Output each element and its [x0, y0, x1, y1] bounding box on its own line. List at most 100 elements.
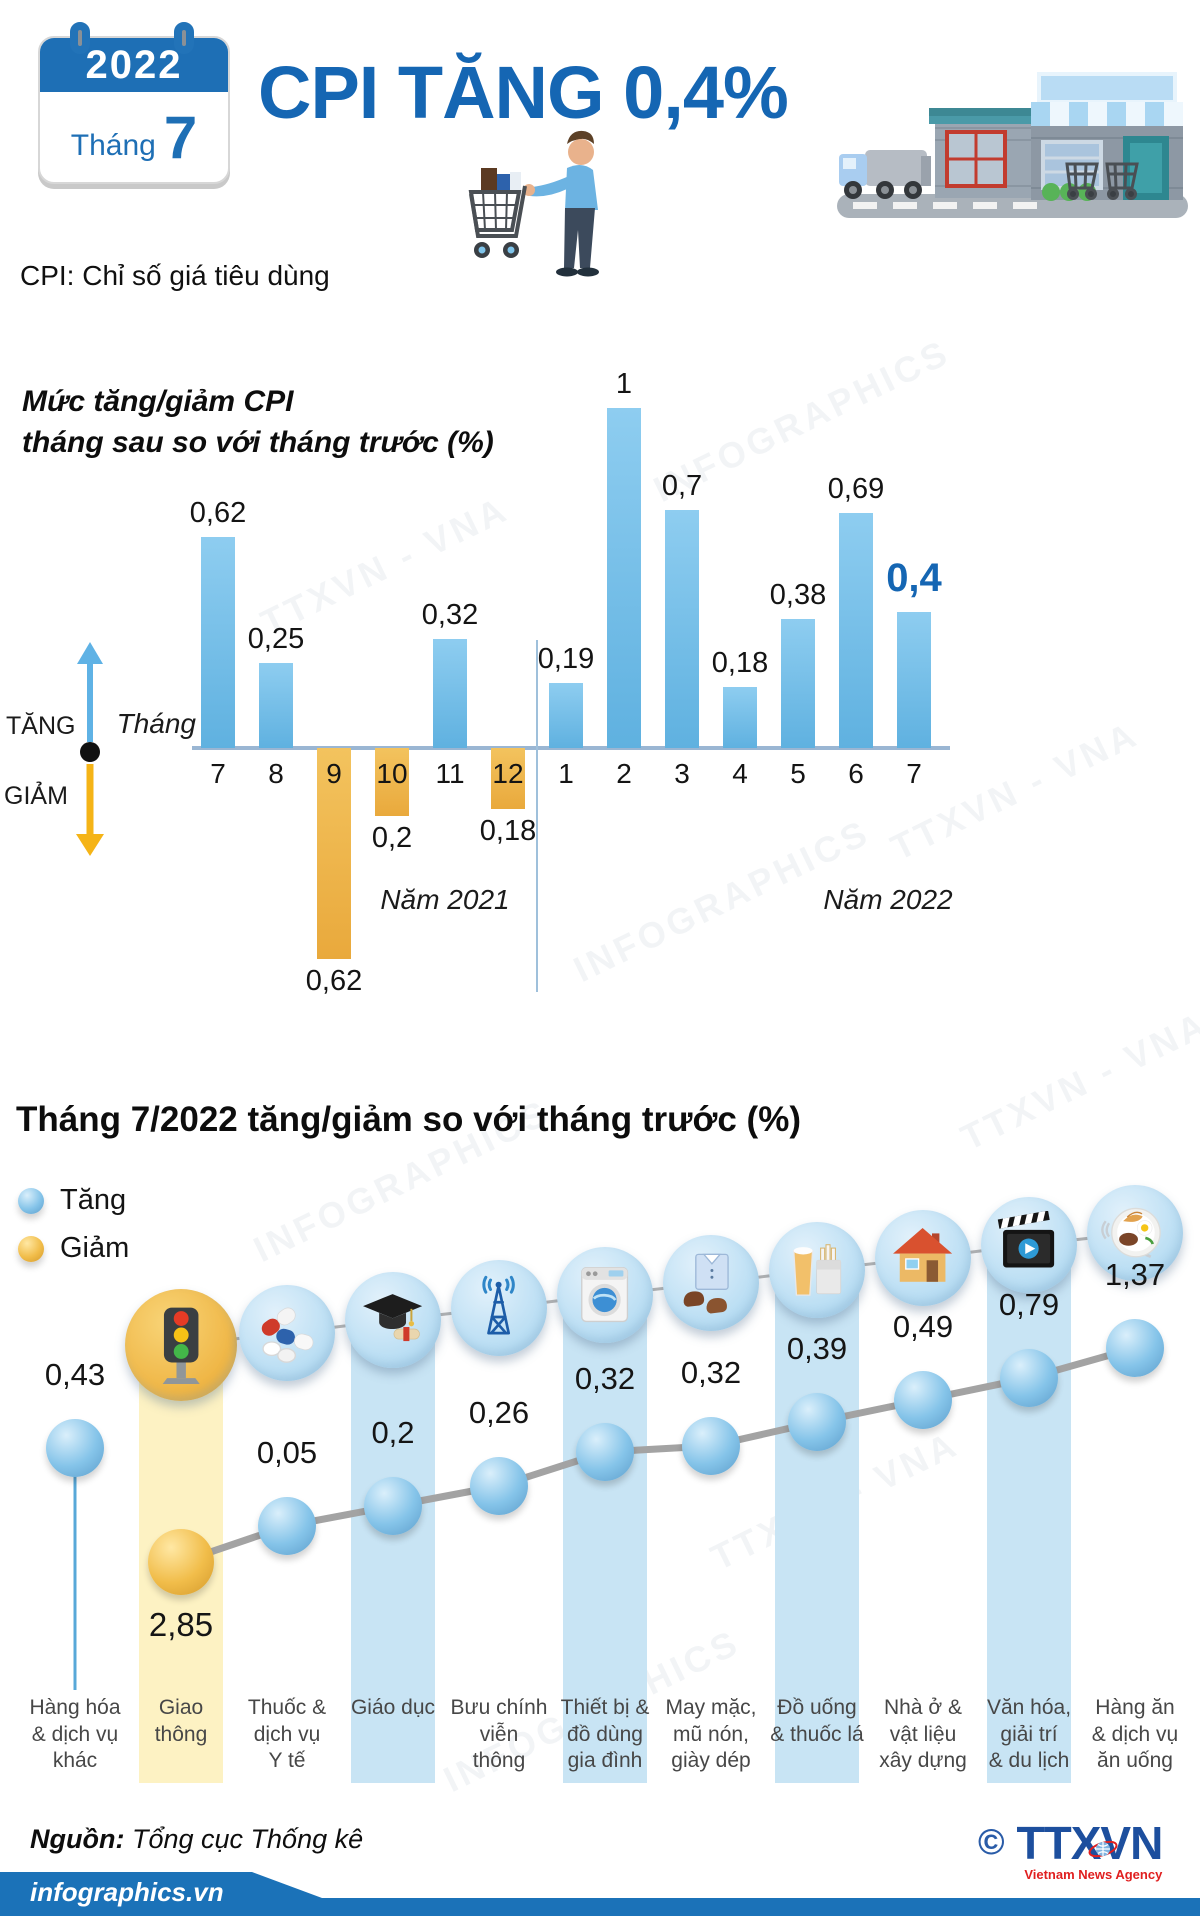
copyright-icon: ©	[978, 1821, 1005, 1862]
data-point-sphere	[894, 1371, 952, 1429]
chart1-title-line2: tháng sau so với tháng trước (%)	[22, 425, 494, 459]
source-label: Nguồn:	[30, 1824, 125, 1854]
point-value-label: 0,32	[574, 1361, 636, 1396]
bar-value-label: 0,25	[247, 623, 305, 655]
source-line: Nguồn: Tổng cục Thống kê	[30, 1824, 363, 1855]
data-point-sphere	[470, 1457, 528, 1515]
page-title: CPI TĂNG 0,4%	[258, 51, 789, 134]
legend-decrease-label: GIẢM	[4, 782, 68, 810]
bar-month-9-2021	[317, 748, 351, 959]
data-point-sphere	[1000, 1349, 1058, 1407]
data-point-sphere	[364, 1477, 422, 1535]
point-value-label: 0,49	[892, 1309, 954, 1344]
category-label: Giáo dục	[350, 1696, 436, 1719]
bar-value-label: 0,32	[421, 599, 479, 631]
point-value-label: 1,37	[1104, 1257, 1166, 1292]
site-name: infographics.vn	[30, 1877, 224, 1907]
bar-value-label: 0,18	[479, 815, 537, 847]
washing-machine-icon	[557, 1247, 653, 1343]
antenna-icon	[451, 1260, 547, 1356]
bar-month-2-2022	[607, 408, 641, 748]
data-point-sphere	[148, 1529, 214, 1595]
data-point-sphere	[258, 1497, 316, 1555]
food-plate-icon	[1087, 1185, 1183, 1281]
source-value: Tổng cục Thống kê	[131, 1824, 364, 1854]
bar-value-label: 0,38	[769, 579, 827, 611]
bar-value-label: 0,69	[827, 473, 885, 505]
updown-arrow-icon	[76, 642, 104, 856]
bar-month-8-2021	[259, 663, 293, 748]
category-label: Văn hóa, giải trí & du lịch	[986, 1696, 1072, 1773]
category-label: Đồ uống & thuốc lá	[770, 1696, 864, 1746]
increase-dot-icon	[18, 1187, 44, 1214]
point-value-label: 0,26	[468, 1395, 530, 1430]
point-value-label: 0,79	[998, 1287, 1060, 1322]
medicine-pills-icon	[239, 1285, 335, 1381]
category-label: Giao thông	[154, 1696, 208, 1746]
legend-item-decrease: Giảm	[18, 1232, 129, 1265]
year-divider-line	[536, 640, 538, 992]
bar-month-10-2021	[375, 748, 409, 816]
graduation-cap-icon	[345, 1272, 441, 1368]
shopper-cart-illustration	[468, 130, 599, 277]
month-tick-label: 6	[848, 758, 864, 789]
chart2-title: Tháng 7/2022 tăng/giảm so với tháng trướ…	[16, 1100, 801, 1139]
legend-item-increase: Tăng	[18, 1184, 126, 1217]
bar-month-11-2021	[433, 639, 467, 748]
month-tick-label: 7	[210, 758, 226, 789]
bar-month-1-2022	[549, 683, 583, 748]
month-tick-label: 12	[492, 758, 524, 789]
legend-increase-text: Tăng	[60, 1184, 127, 1216]
bar-month-3-2022	[665, 510, 699, 748]
calendar-icon: 2022 Tháng 7	[38, 22, 230, 184]
legend-decrease-text: Giảm	[60, 1232, 130, 1264]
month-tick-label: 9	[326, 758, 342, 789]
bar-value-label: 1	[615, 368, 633, 400]
bar-month-7-2021	[201, 537, 235, 748]
month-tick-label: 7	[906, 758, 922, 789]
month-tick-label: 3	[674, 758, 690, 789]
category-label: Nhà ở & vật liệu xây dựng	[879, 1696, 967, 1773]
month-tick-label: 11	[435, 758, 465, 789]
point-value-label: 0,32	[680, 1355, 742, 1390]
point-value-label: 0,39	[786, 1331, 848, 1366]
bar-month-7-2022	[897, 612, 931, 748]
bar-month-12-2021	[491, 748, 525, 809]
chart1-title-line1: Mức tăng/giảm CPI	[22, 385, 294, 418]
logo-text: TTXVN	[1016, 1817, 1164, 1869]
legend-increase-label: TĂNG	[6, 712, 76, 740]
year-2022-label: Năm 2022	[823, 884, 953, 915]
point-value-label: 0,2	[371, 1415, 415, 1450]
calendar-month-label: Tháng	[70, 129, 156, 162]
point-value-label: 0,43	[44, 1357, 106, 1392]
category-label: May mặc, mũ nón, giày dép	[665, 1696, 757, 1773]
year-2021-label: Năm 2021	[380, 884, 510, 915]
data-point-sphere	[1106, 1319, 1164, 1377]
house-icon	[875, 1210, 971, 1306]
calendar-month-number: 7	[163, 103, 198, 171]
shopping-cart-icon	[1065, 162, 1139, 200]
month-tick-label: 5	[790, 758, 806, 789]
ttxvn-logo: © TTXVN Vietnam News Agency	[978, 1817, 1190, 1882]
category-label: Hàng hóa & dịch vụ khác	[29, 1696, 121, 1773]
category-label: Hàng ăn & dịch vụ ăn uống	[1091, 1696, 1179, 1773]
beverage-tobacco-icon	[769, 1222, 865, 1318]
logo-tagline: Vietnam News Agency	[1024, 1867, 1163, 1882]
cinema-clapper-icon	[981, 1197, 1077, 1293]
traffic-light-icon	[125, 1289, 237, 1401]
point-value-label: 0,05	[256, 1435, 318, 1470]
bar-month-6-2022	[839, 513, 873, 748]
bar-value-label: 0,7	[661, 470, 703, 502]
calendar-ring-icon	[174, 22, 194, 54]
x-axis-label: Tháng	[116, 708, 196, 739]
decrease-dot-icon	[18, 1235, 44, 1262]
calendar-ring-icon	[70, 22, 90, 54]
point-value-label: 2,85	[148, 1606, 214, 1643]
month-tick-label: 1	[558, 758, 574, 789]
category-label: Bưu chính viễn thông	[450, 1696, 548, 1773]
month-tick-label: 10	[376, 758, 408, 789]
clothing-icon	[663, 1235, 759, 1331]
x-axis-line	[192, 746, 950, 750]
